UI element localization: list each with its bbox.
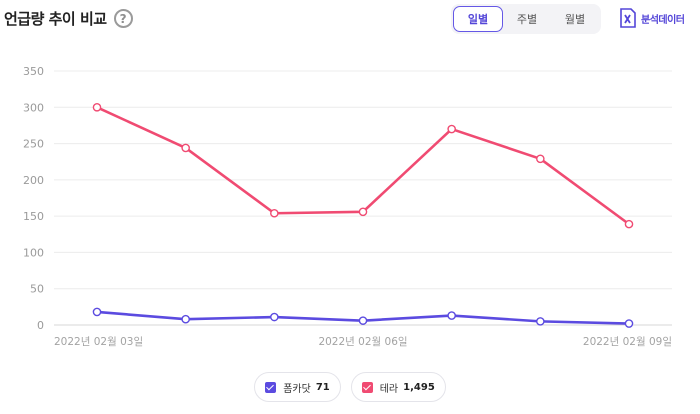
help-icon[interactable]: ? xyxy=(113,9,133,28)
tab-daily[interactable]: 일별 xyxy=(453,6,503,32)
legend-name: 폼카닷 xyxy=(283,383,311,395)
y-tick-label: 250 xyxy=(23,138,44,151)
data-point xyxy=(447,124,456,134)
data-point xyxy=(270,312,279,322)
chart-title: 언급량 추이 비교 xyxy=(4,10,107,28)
data-point xyxy=(624,219,634,229)
legend-item-series-1[interactable]: 폼카닷 71 xyxy=(254,372,341,402)
data-point xyxy=(270,208,279,218)
data-point xyxy=(92,307,102,317)
y-tick-label: 100 xyxy=(23,246,44,259)
data-point xyxy=(536,154,545,164)
legend-count: 71 xyxy=(315,381,330,393)
y-tick-label: 50 xyxy=(30,283,44,296)
period-tabs: 일별 주별 월별 xyxy=(451,4,601,34)
export-label: 분석데이터 xyxy=(641,14,685,26)
tab-monthly[interactable]: 월별 xyxy=(564,13,586,26)
checkbox-icon xyxy=(361,381,373,393)
legend-name: 테라 xyxy=(379,383,399,395)
checkbox-icon xyxy=(265,381,277,393)
y-tick-label: 0 xyxy=(37,319,44,332)
data-point xyxy=(358,207,368,217)
x-tick-label: 2022년 02월 06일 xyxy=(318,335,407,348)
data-point xyxy=(624,319,634,328)
y-tick-label: 350 xyxy=(23,65,44,78)
y-tick-label: 150 xyxy=(23,210,44,223)
legend-item-series-2[interactable]: 테라 1,495 xyxy=(350,372,446,402)
legend: 폼카닷 71 테라 1,495 xyxy=(0,372,700,402)
data-point xyxy=(181,143,190,153)
tab-weekly[interactable]: 주별 xyxy=(516,13,538,26)
y-tick-label: 300 xyxy=(23,101,44,114)
y-tick-label: 200 xyxy=(23,174,44,187)
x-tick-label: 2022년 02월 03일 xyxy=(54,335,143,348)
excel-icon xyxy=(620,8,636,28)
chart-header: 언급량 추이 비교 ? xyxy=(4,8,133,29)
data-point xyxy=(447,311,456,320)
series-line-2 xyxy=(96,106,630,226)
data-point xyxy=(181,314,190,324)
export-data-button[interactable]: 분석데이터 xyxy=(619,8,685,28)
x-tick-label: 2022년 02월 09일 xyxy=(583,335,672,348)
data-point xyxy=(536,317,545,326)
data-point xyxy=(358,316,368,325)
legend-count: 1,495 xyxy=(403,381,435,393)
data-point xyxy=(92,102,102,112)
